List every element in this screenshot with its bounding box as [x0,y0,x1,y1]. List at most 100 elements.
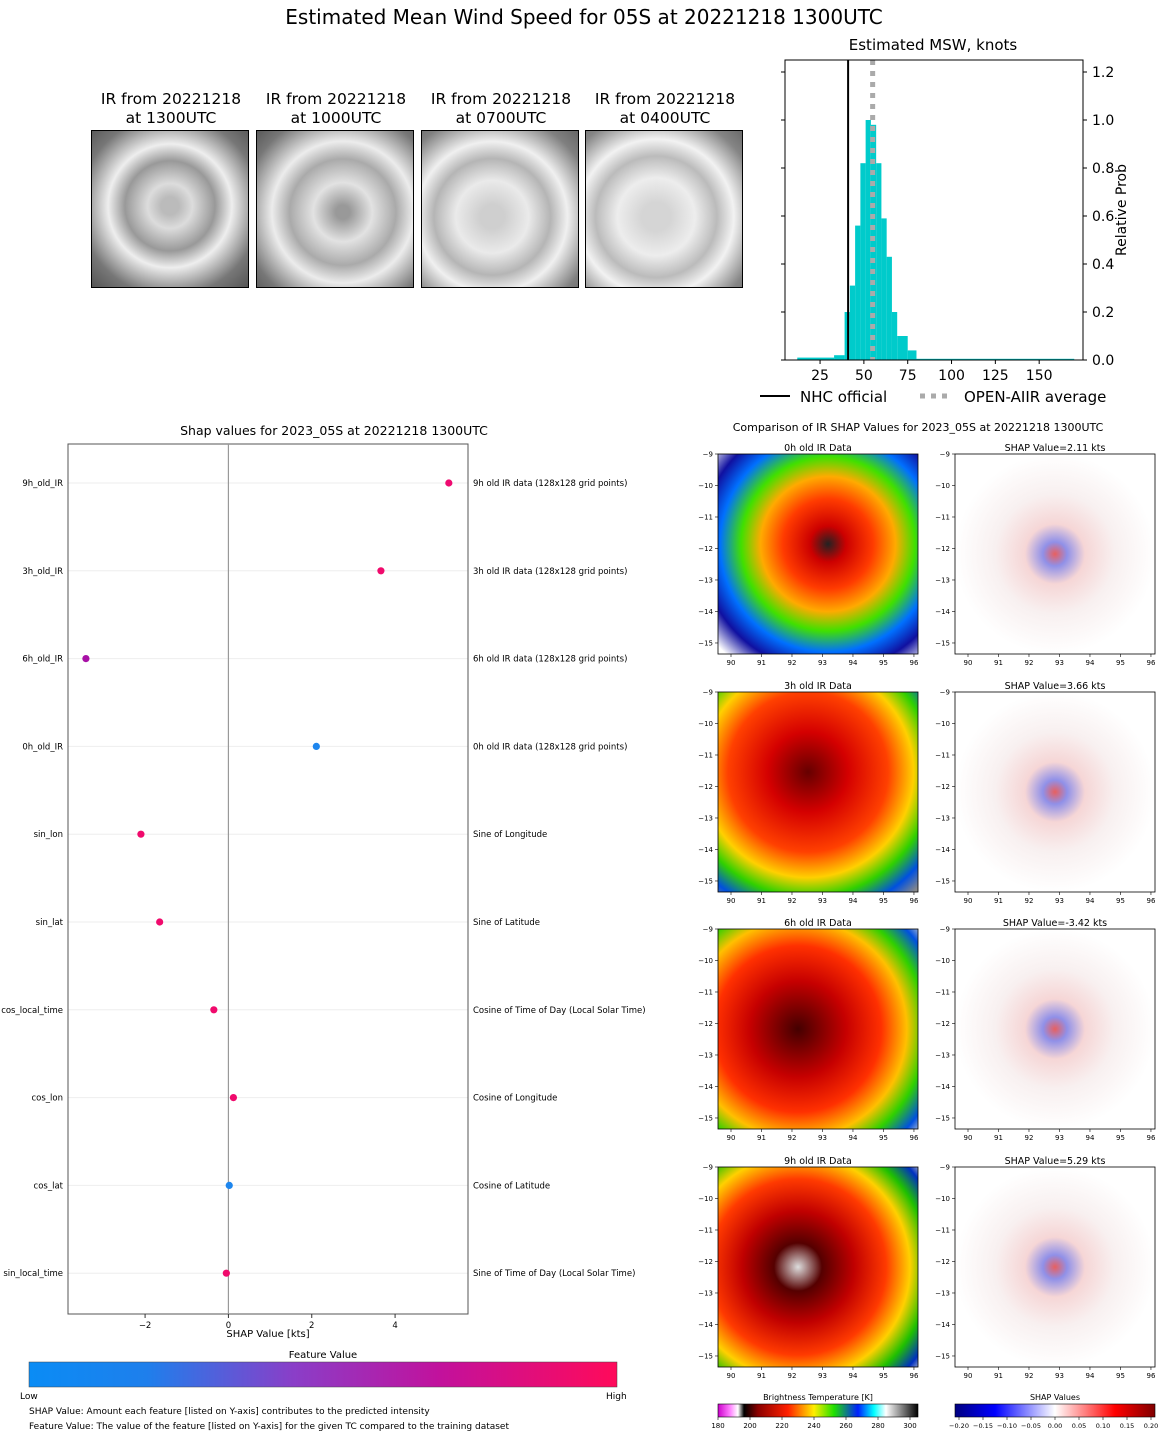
bt-colorbar-tick-label: 220 [775,1422,788,1430]
panel-x-tick-label: 94 [849,897,858,905]
x-tick-label: 100 [938,368,965,384]
panel-y-tick-label: −10 [935,720,950,728]
panel-x-tick-label: 92 [1025,897,1034,905]
panel-x-tick-label: 95 [879,1134,888,1142]
feature-description-label: Sine of Latitude [473,918,540,928]
panel-x-tick-label: 95 [1116,1372,1125,1380]
panel-x-tick-label: 93 [818,1372,827,1380]
note-shap-value: SHAP Value: Amount each feature [listed … [29,1407,430,1417]
panel-x-tick-label: 92 [1025,1134,1034,1142]
feature-name-label: sin_lon [34,830,63,840]
panel-y-tick-label: −12 [698,1258,713,1266]
panel-y-tick-label: −11 [698,513,713,521]
panel-y-tick-label: −9 [940,451,950,459]
panel-x-tick-label: 91 [757,897,766,905]
panel-x-tick-label: 93 [818,659,827,667]
feature-name-label: 0h_old_IR [22,742,63,752]
colorbar-high-label: High [606,1392,627,1402]
panel-y-tick-label: −12 [698,783,713,791]
panel-x-tick-label: 93 [1055,897,1064,905]
y-tick-label: 0.6 [1092,209,1114,225]
ir-panel-image [717,691,919,893]
feature-description-label: 9h old IR data (128x128 grid points) [473,479,627,489]
bt-colorbar-tick-label: 260 [839,1422,852,1430]
x-tick-label: −2 [139,1321,152,1331]
panel-y-tick-label: −9 [703,1164,713,1172]
panel-x-tick-label: 92 [788,1372,797,1380]
panel-y-tick-label: −14 [698,1321,713,1329]
shap-dot [445,479,453,487]
y-tick-label: 0.8 [1092,161,1114,177]
panel-x-tick-label: 94 [849,1372,858,1380]
panel-x-tick-label: 90 [964,659,973,667]
y-tick-label: 1.0 [1092,113,1114,129]
panel-y-tick-label: −14 [698,846,713,854]
histogram-bar [881,218,887,360]
colorbar-title: Feature Value [289,1350,357,1361]
panel-x-tick-label: 95 [1116,659,1125,667]
panel-y-tick-label: −11 [698,751,713,759]
panel-x-tick-label: 96 [909,897,918,905]
panel-x-tick-label: 94 [849,659,858,667]
panel-y-tick-label: −9 [703,451,713,459]
panel-x-tick-label: 90 [727,1372,736,1380]
panel-y-tick-label: −15 [935,877,950,885]
panel-y-tick-label: −14 [935,846,950,854]
panel-x-tick-label: 95 [879,897,888,905]
panel-x-tick-label: 91 [994,659,1003,667]
main-title: Estimated Mean Wind Speed for 05S at 202… [285,5,883,29]
shap-colorbar-tick-label: 0.20 [1144,1422,1158,1430]
feature-name-label: cos_lat [34,1181,64,1191]
panel-x-tick-label: 92 [788,659,797,667]
panel-x-tick-label: 91 [757,1372,766,1380]
panel-y-tick-label: −13 [935,1051,950,1059]
panel-y-tick-label: −12 [935,1020,950,1028]
panel-y-tick-label: −9 [940,1164,950,1172]
shap-dot [156,918,164,926]
panel-x-tick-label: 94 [1086,1372,1095,1380]
panel-y-tick-label: −11 [698,1226,713,1234]
panel-x-tick-label: 90 [727,659,736,667]
ir-thumbnail-1: IR from 20221218 at 1000UTC [256,90,416,288]
panel-y-tick-label: −12 [698,545,713,553]
panel-y-tick-label: −13 [698,576,713,584]
bt-colorbar-tick-label: 300 [903,1422,916,1430]
histogram-bar [870,124,877,360]
panel-y-tick-label: −15 [698,639,713,647]
shap-panel-title: SHAP Value=-3.42 kts [1003,918,1107,929]
shap-panel-image [954,928,1156,1130]
shap-panel-title: SHAP Value=5.29 kts [1005,1156,1106,1167]
shap-colorbar-tick-label: 0.15 [1120,1422,1134,1430]
panel-x-tick-label: 91 [757,1134,766,1142]
panel-x-tick-label: 91 [994,1372,1003,1380]
feature-name-label: cos_lon [31,1094,63,1104]
panel-x-tick-label: 93 [1055,659,1064,667]
feature-name-label: sin_local_time [3,1269,63,1279]
panel-y-tick-label: −12 [935,1258,950,1266]
y-tick-label: 0.4 [1092,257,1114,273]
panel-x-tick-label: 96 [1146,659,1155,667]
panel-y-tick-label: −13 [698,814,713,822]
panel-y-tick-label: −15 [698,877,713,885]
feature-name-label: 9h_old_IR [22,479,63,489]
panel-y-tick-label: −14 [935,608,950,616]
panel-y-tick-label: −9 [703,926,713,934]
ir-panel-title: 9h old IR Data [784,1156,852,1167]
ir-thumbnail-title: IR from 20221218 at 0700UTC [430,90,572,127]
x-tick-label: 25 [811,368,829,384]
panel-x-tick-label: 91 [994,1134,1003,1142]
ir-thumbnail-0: IR from 20221218 at 1300UTC [91,90,251,288]
shap-dot-plot: Shap values for 2023_05S at 20221218 130… [1,423,645,1432]
feature-name-label: cos_local_time [1,1006,63,1016]
panel-y-tick-label: −13 [935,814,950,822]
panel-x-tick-label: 94 [1086,897,1095,905]
feature-description-label: Sine of Longitude [473,830,547,840]
panel-y-tick-label: −14 [698,608,713,616]
panel-y-tick-label: −10 [698,957,713,965]
shap-colorbar-tick-label: 0.10 [1096,1422,1110,1430]
panel-y-tick-label: −10 [935,957,950,965]
histogram-bar [849,285,856,360]
ir-thumbnail-title: IR from 20221218 at 1000UTC [265,90,407,127]
panel-x-tick-label: 91 [757,659,766,667]
panel-x-tick-label: 91 [994,897,1003,905]
